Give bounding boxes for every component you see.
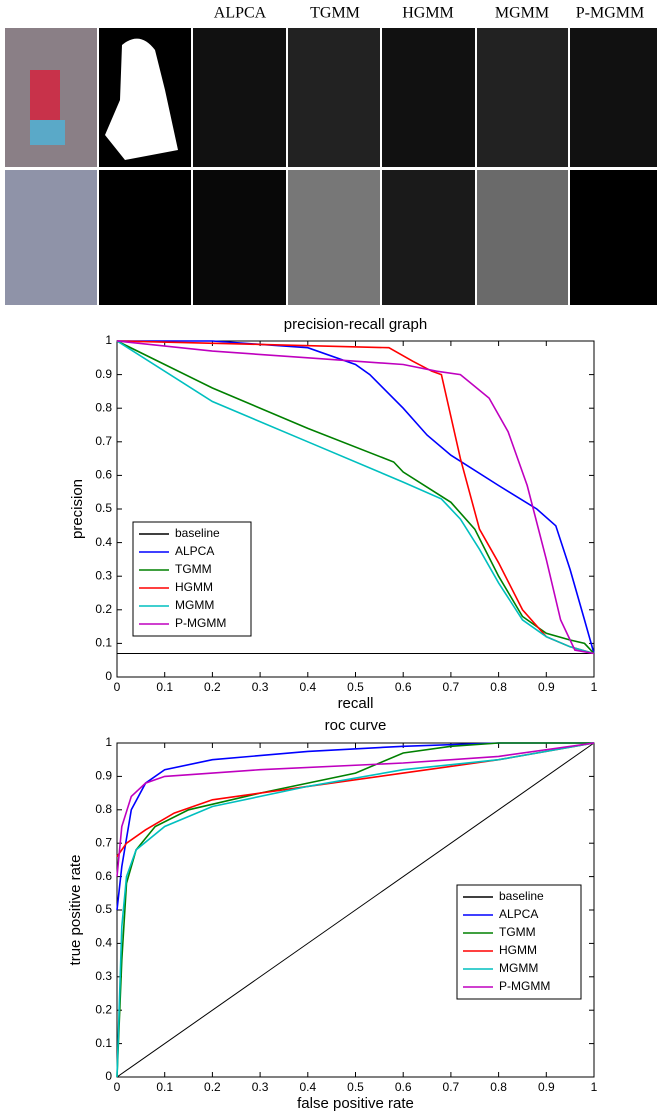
legend-label: MGMM (175, 598, 214, 612)
y-tick-label: 0.7 (95, 835, 112, 849)
x-tick-label: 0.2 (204, 1080, 221, 1094)
y-tick-label: 0.3 (95, 969, 112, 983)
y-tick-label: 0.9 (95, 367, 112, 381)
y-tick-label: 0.6 (95, 869, 112, 883)
mask (288, 170, 380, 305)
mask (193, 170, 286, 305)
y-tick-label: 0.4 (95, 936, 112, 950)
legend-label: baseline (175, 526, 220, 540)
x-tick-label: 0.7 (443, 680, 460, 694)
y-tick-label: 1 (105, 735, 112, 749)
chart-title: roc curve (325, 717, 387, 734)
x-tick-label: 0.9 (538, 1080, 555, 1094)
series-line (116, 340, 595, 655)
legend-label: HGMM (499, 943, 537, 957)
y-tick-label: 1 (105, 333, 112, 347)
x-tick-label: 1 (591, 1080, 598, 1094)
chart-title: precision-recall graph (284, 316, 427, 333)
photo-detail (30, 70, 60, 120)
mask (570, 28, 657, 167)
series-line (116, 742, 595, 1078)
legend-label: P-MGMM (175, 616, 226, 630)
x-tick-label: 0.5 (347, 1080, 364, 1094)
series-line (116, 742, 594, 911)
y-tick-label: 0.5 (95, 501, 112, 515)
legend-label: TGMM (499, 925, 536, 939)
x-tick-label: 0.8 (490, 1080, 507, 1094)
mask (99, 170, 191, 305)
y-tick-label: 0.8 (95, 400, 112, 414)
mask (382, 28, 475, 167)
x-tick-label: 0.3 (252, 1080, 269, 1094)
x-tick-label: 0.6 (395, 1080, 412, 1094)
column-header: HGMM (402, 5, 454, 22)
series-line (116, 340, 595, 655)
x-tick-label: 0.5 (347, 680, 364, 694)
y-tick-label: 0 (105, 1069, 112, 1083)
legend-box (132, 521, 252, 637)
x-tick-label: 0.1 (156, 680, 173, 694)
legend-label: ALPCA (499, 907, 538, 921)
x-tick-label: 0.9 (538, 680, 555, 694)
column-header: P-MGMM (576, 5, 644, 22)
mask (570, 170, 657, 305)
x-tick-label: 0 (114, 1080, 121, 1094)
x-tick-label: 0.4 (299, 680, 316, 694)
legend-label: MGMM (499, 961, 538, 975)
legend: baseline ALPCA TGMM HGMM MGMM P-MGMM (456, 884, 582, 1000)
legend-label: baseline (499, 889, 544, 903)
x-axis-label: recall (338, 695, 374, 712)
mask-shape (105, 38, 178, 160)
x-tick-label: 0.6 (395, 680, 412, 694)
mask (193, 28, 286, 167)
photo-detail (30, 120, 65, 145)
y-tick-label: 0.1 (95, 1036, 112, 1050)
x-axis-label: false positive rate (297, 1095, 414, 1112)
x-tick-label: 0.8 (490, 680, 507, 694)
y-tick-label: 0.3 (95, 568, 112, 582)
legend-label: HGMM (175, 580, 213, 594)
y-tick-label: 0.5 (95, 902, 112, 916)
series-line (116, 742, 595, 877)
series-line (116, 742, 594, 1078)
mask (382, 170, 475, 305)
column-header: ALPCA (214, 5, 267, 22)
y-axis-label: true positive rate (67, 855, 84, 966)
mask (477, 170, 568, 305)
y-tick-label: 0.7 (95, 434, 112, 448)
x-tick-label: 0.3 (252, 680, 269, 694)
y-tick-label: 0.2 (95, 1002, 112, 1016)
series-line (116, 742, 595, 1078)
column-header: MGMM (495, 5, 549, 22)
mask (477, 28, 568, 167)
x-tick-label: 0.7 (443, 1080, 460, 1094)
y-tick-label: 0.4 (95, 535, 112, 549)
x-tick-label: 0.4 (299, 1080, 316, 1094)
x-tick-label: 0 (114, 680, 121, 694)
legend-label: P-MGMM (499, 979, 550, 993)
mask (288, 28, 380, 167)
legend-label: ALPCA (175, 544, 214, 558)
legend-box (456, 884, 582, 1000)
x-tick-label: 1 (591, 680, 598, 694)
x-tick-label: 0.1 (156, 1080, 173, 1094)
y-tick-label: 0.9 (95, 769, 112, 783)
y-tick-label: 0.6 (95, 468, 112, 482)
x-tick-label: 0.2 (204, 680, 221, 694)
image-grid (5, 28, 657, 305)
legend: baseline ALPCA TGMM HGMM MGMM P-MGMM (132, 521, 252, 637)
photo (5, 170, 97, 305)
legend-label: TGMM (175, 562, 212, 576)
y-tick-label: 0 (105, 669, 112, 683)
y-tick-label: 0.2 (95, 602, 112, 616)
series-line (117, 340, 595, 654)
y-tick-label: 0.8 (95, 802, 112, 816)
series-line (116, 742, 595, 858)
y-axis-label: precision (69, 479, 86, 539)
column-header: TGMM (310, 5, 360, 22)
y-tick-label: 0.1 (95, 636, 112, 650)
